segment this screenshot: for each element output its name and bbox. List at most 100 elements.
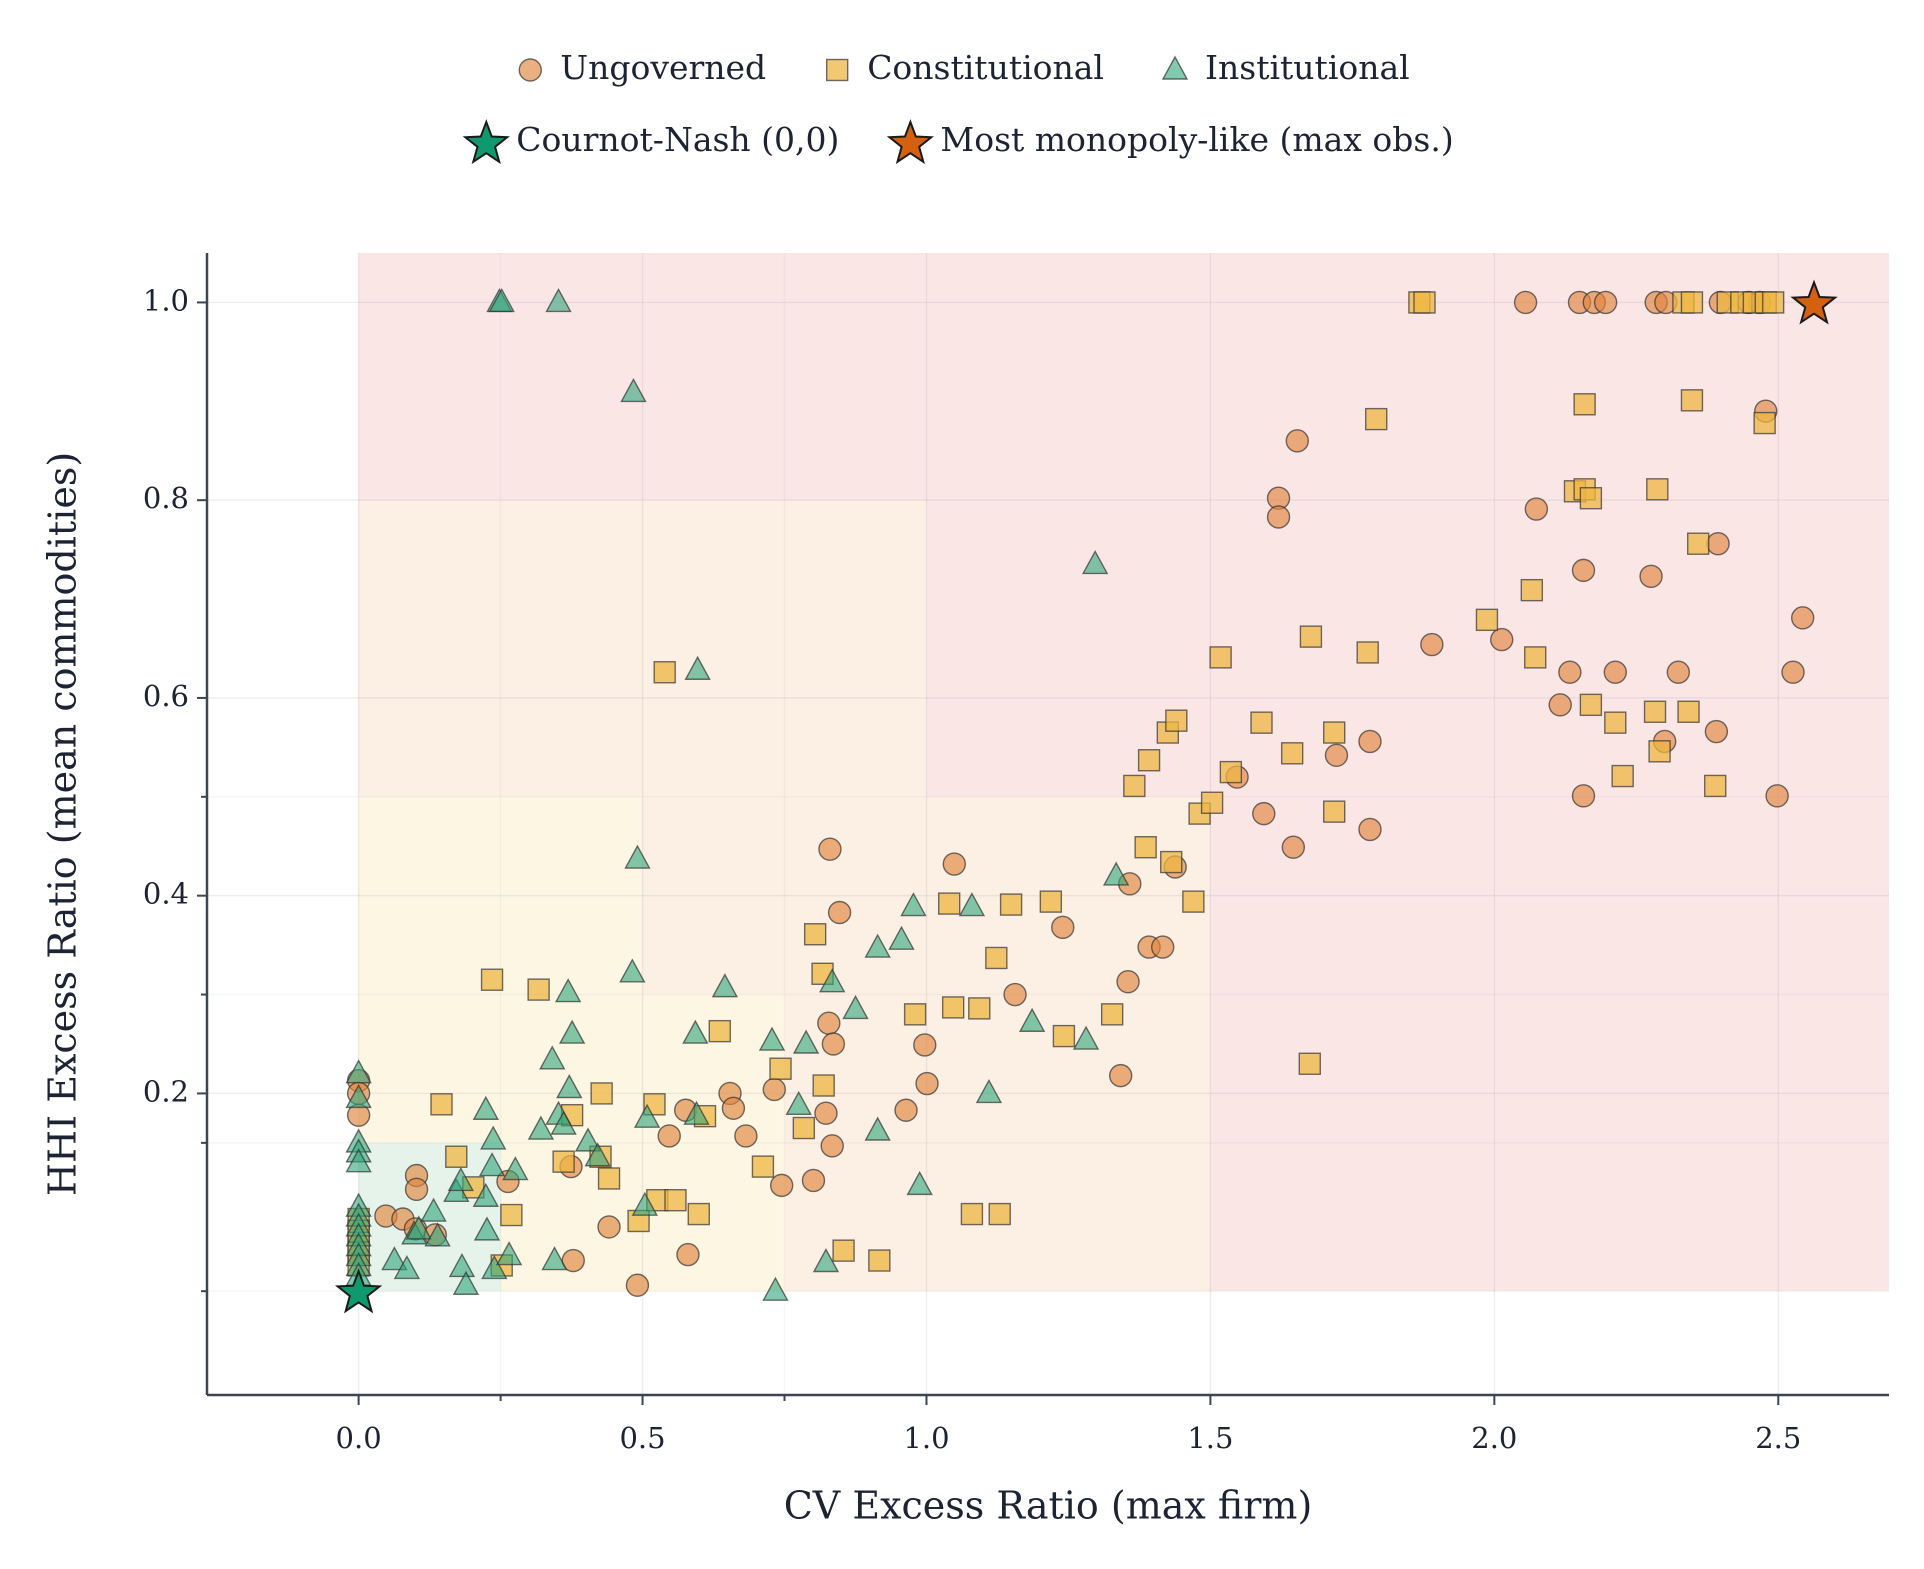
point	[447, 1166, 475, 1192]
point	[1643, 700, 1667, 723]
point	[1603, 660, 1627, 684]
point	[975, 1078, 1003, 1104]
legend-row: Cournot-Nash (0,0) Most monopoly-like (ma…	[516, 120, 1453, 159]
point	[832, 1239, 855, 1262]
point	[1160, 850, 1183, 874]
point	[1324, 743, 1349, 767]
x-tick-label: 1.0	[903, 1421, 949, 1455]
point	[864, 933, 891, 958]
point	[558, 1019, 586, 1044]
x-tick-label: 1.5	[1187, 1421, 1233, 1455]
point	[657, 1124, 681, 1148]
point	[711, 973, 739, 998]
point	[664, 1189, 687, 1212]
point	[405, 1215, 432, 1240]
point	[480, 968, 504, 991]
point	[734, 1124, 758, 1148]
point	[682, 1019, 709, 1044]
point	[552, 1150, 575, 1173]
point	[404, 1177, 429, 1202]
point	[683, 1100, 710, 1125]
star-marker	[1790, 279, 1838, 325]
point	[448, 1252, 476, 1278]
point	[985, 946, 1008, 970]
point	[430, 1093, 453, 1116]
point	[903, 1003, 927, 1026]
x-axis-label: CV Excess Ratio (max firm)	[784, 1484, 1313, 1528]
point	[1003, 982, 1027, 1007]
point	[1513, 290, 1538, 315]
point	[1356, 641, 1379, 664]
point	[1639, 564, 1663, 589]
point	[1573, 393, 1596, 416]
point	[1475, 608, 1499, 632]
point	[480, 1125, 507, 1150]
point	[1200, 791, 1224, 814]
point	[619, 958, 646, 983]
legend-marker	[886, 119, 934, 165]
point	[1182, 890, 1205, 913]
x-tick-label: 2.0	[1471, 1421, 1517, 1455]
point	[1209, 646, 1232, 669]
point	[1604, 711, 1627, 734]
point	[684, 655, 711, 680]
point	[1365, 407, 1388, 431]
point	[653, 661, 676, 684]
point	[762, 1077, 786, 1102]
point	[758, 1026, 786, 1051]
point	[988, 1202, 1011, 1226]
point	[814, 1101, 838, 1125]
x-tick-label: 2.5	[1755, 1421, 1801, 1455]
point	[1413, 291, 1436, 314]
point	[769, 1173, 794, 1198]
point	[1558, 660, 1582, 684]
point	[827, 900, 852, 925]
point	[545, 287, 572, 313]
point	[527, 1115, 555, 1140]
point	[381, 1246, 408, 1271]
point	[495, 1241, 523, 1266]
point	[1548, 693, 1572, 717]
point	[625, 1273, 650, 1297]
point	[631, 1191, 658, 1216]
point	[676, 1242, 700, 1267]
point	[500, 1203, 523, 1227]
point	[597, 1215, 621, 1239]
point	[1100, 1003, 1124, 1026]
legend-row: Ungoverned Constitutional Institutional	[560, 48, 1409, 87]
point	[556, 1074, 583, 1099]
point	[785, 1090, 812, 1115]
point	[527, 978, 550, 1001]
legend-marker	[1161, 55, 1189, 80]
point	[792, 1029, 820, 1054]
point	[424, 1222, 451, 1247]
point	[345, 1148, 372, 1173]
legend-label: Ungoverned	[560, 48, 766, 87]
point	[574, 1127, 602, 1152]
point	[541, 1246, 568, 1271]
point	[751, 1155, 775, 1178]
point	[812, 1248, 840, 1273]
point	[1165, 709, 1188, 732]
y-axis-label: HHI Excess Ratio (mean commodities)	[41, 452, 85, 1196]
y-tick-label: 0.2	[143, 1074, 189, 1108]
point	[1704, 719, 1729, 744]
point	[1134, 836, 1157, 859]
point	[687, 1202, 710, 1226]
point	[1420, 632, 1444, 657]
point	[1686, 532, 1710, 555]
point	[1151, 935, 1175, 959]
point	[999, 893, 1023, 916]
point	[818, 837, 842, 861]
point	[1790, 606, 1815, 630]
legend-label: Cournot-Nash (0,0)	[516, 120, 839, 159]
point	[819, 968, 846, 993]
point	[1280, 742, 1304, 765]
point	[868, 1249, 891, 1272]
point	[597, 1167, 621, 1190]
y-tick-label: 1.0	[143, 283, 189, 317]
point	[1571, 784, 1596, 808]
point	[1579, 487, 1603, 510]
point	[445, 1145, 468, 1168]
point	[1680, 291, 1704, 314]
